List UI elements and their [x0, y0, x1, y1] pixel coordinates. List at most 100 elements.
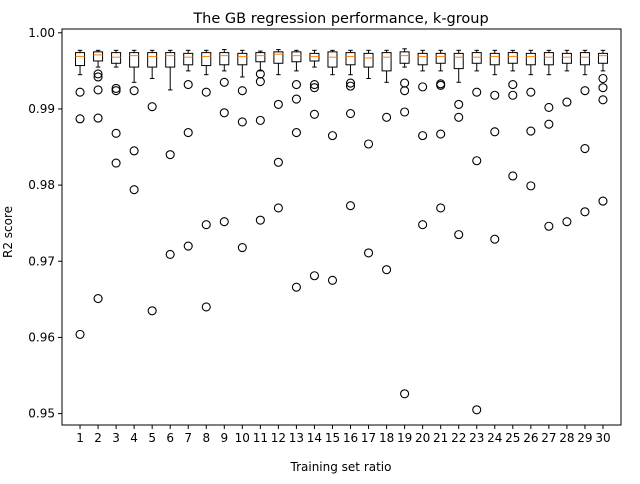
x-tick-label: 5: [148, 431, 156, 445]
box-group: [291, 49, 302, 292]
y-tick-label: 0.97: [28, 254, 55, 268]
iqr-box: [597, 52, 608, 64]
chart-title: The GB regression performance, k-group: [192, 11, 488, 27]
iqr-box: [453, 52, 464, 70]
x-tick-label: 11: [253, 431, 268, 445]
outlier-point: [544, 119, 554, 129]
iqr-box: [399, 51, 410, 64]
outlier-point: [454, 230, 464, 240]
box-group: [561, 49, 572, 227]
outlier-point: [400, 389, 410, 399]
x-tick-label: 6: [166, 431, 174, 445]
box-group: [435, 49, 446, 213]
iqr-box: [417, 52, 428, 66]
outlier-point: [183, 80, 193, 90]
box-group: [147, 49, 158, 316]
x-tick-label: 30: [595, 431, 610, 445]
box-group: [417, 49, 428, 230]
outlier-point: [219, 217, 229, 227]
outlier-point: [526, 181, 536, 191]
x-tick-label: 23: [469, 431, 484, 445]
outlier-point: [291, 128, 301, 138]
iqr-box: [579, 52, 590, 66]
outlier-point: [165, 150, 175, 160]
outlier-point: [273, 99, 283, 109]
outlier-point: [183, 128, 193, 138]
outlier-point: [454, 99, 464, 109]
outlier-point: [183, 241, 193, 251]
iqr-box: [291, 51, 302, 63]
x-tick-label: 9: [220, 431, 228, 445]
iqr-box: [255, 52, 266, 63]
x-tick-label: 25: [505, 431, 520, 445]
outlier-point: [327, 275, 338, 285]
outlier-point: [598, 73, 608, 84]
iqr-box: [309, 52, 320, 62]
x-tick-label: 15: [325, 431, 340, 445]
outlier-point: [418, 131, 428, 141]
outlier-point: [490, 127, 500, 137]
outlier-point: [580, 207, 590, 217]
x-tick-label: 28: [559, 431, 574, 445]
outlier-point: [418, 82, 428, 92]
outlier-point: [309, 80, 320, 90]
box-group: [507, 49, 518, 181]
iqr-box: [489, 52, 500, 66]
outlier-point: [129, 146, 139, 156]
outlier-point: [472, 87, 482, 97]
outlier-point: [147, 306, 157, 316]
iqr-box: [435, 52, 446, 64]
outlier-point: [255, 115, 265, 125]
x-axis-label: Training set ratio: [290, 460, 392, 474]
outlier-point: [93, 85, 103, 95]
x-tick-label: 20: [415, 431, 430, 445]
iqr-box: [237, 52, 248, 66]
outlier-point: [165, 249, 175, 259]
x-tick-label: 7: [184, 431, 192, 445]
outlier-point: [580, 86, 590, 96]
box-group: [363, 49, 374, 258]
iqr-box: [219, 52, 230, 66]
outlier-point: [309, 109, 320, 119]
x-tick-label: 18: [379, 431, 394, 445]
outlier-point: [472, 405, 482, 415]
outlier-point: [291, 80, 301, 90]
outlier-point: [93, 294, 103, 304]
x-tick-label: 14: [307, 431, 322, 445]
box-group: [597, 49, 608, 206]
outlier-point: [111, 83, 121, 93]
iqr-box: [327, 51, 338, 68]
iqr-box: [507, 52, 518, 64]
outlier-point: [508, 171, 518, 181]
x-tick-label: 1: [76, 431, 84, 445]
x-tick-label: 10: [235, 431, 250, 445]
iqr-box: [561, 52, 572, 64]
iqr-box: [471, 52, 482, 64]
box-group: [345, 49, 356, 211]
box-group: [237, 49, 248, 253]
outlier-point: [418, 220, 428, 230]
box-group: [327, 49, 338, 285]
outlier-point: [291, 94, 301, 104]
outlier-point: [345, 108, 356, 119]
x-tick-label: 2: [94, 431, 102, 445]
box-group: [381, 49, 392, 275]
outlier-point: [93, 69, 103, 79]
outlier-point: [75, 87, 85, 97]
iqr-box: [345, 52, 356, 66]
iqr-box: [381, 52, 392, 72]
y-tick-label: 1.00: [28, 26, 55, 40]
outlier-point: [436, 80, 446, 90]
x-tick-label: 13: [289, 431, 304, 445]
outlier-point: [273, 157, 283, 167]
x-tick-label: 12: [271, 431, 286, 445]
outlier-point: [526, 87, 536, 97]
iqr-box: [273, 51, 284, 64]
outlier-point: [598, 196, 608, 206]
box-group: [471, 49, 482, 415]
outlier-point: [345, 81, 356, 91]
y-tick-label: 0.96: [28, 330, 55, 344]
x-tick-label: 17: [361, 431, 376, 445]
x-tick-label: 16: [343, 431, 358, 445]
outlier-point: [544, 221, 554, 231]
